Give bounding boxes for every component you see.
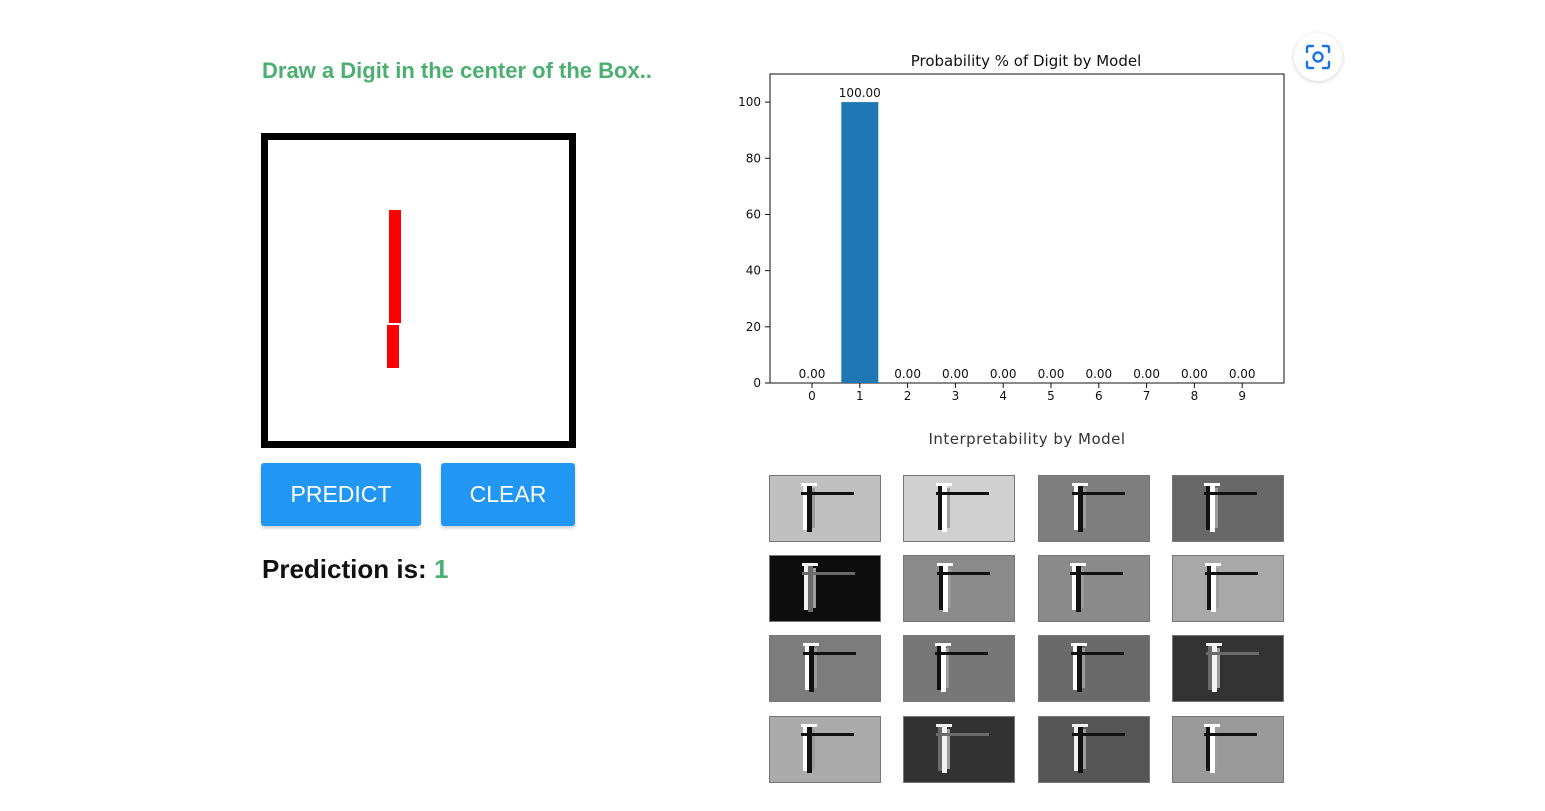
bar-data-label: 0.00: [1085, 367, 1112, 381]
x-tick-label: 6: [1095, 389, 1103, 403]
x-tick-label: 3: [952, 389, 960, 403]
feature-map: [1172, 716, 1284, 783]
feature-map: [769, 716, 881, 783]
y-tick-label: 100: [738, 95, 761, 109]
bar-data-label: 0.00: [1229, 367, 1256, 381]
bar-data-label: 0.00: [799, 367, 826, 381]
plot-frame: [769, 73, 1285, 384]
x-tick-label: 2: [904, 389, 912, 403]
y-tick-label: 0: [753, 376, 761, 390]
screenshot-search-button[interactable]: [1294, 33, 1342, 81]
predict-button[interactable]: PREDICT: [261, 463, 421, 526]
screenshot-search-icon: [1305, 44, 1331, 70]
bar-data-label: 0.00: [1181, 367, 1208, 381]
feature-map: [1172, 635, 1284, 702]
feature-map: [769, 475, 881, 542]
feature-map-grid: [769, 475, 1284, 783]
bar-data-label: 0.00: [1133, 367, 1160, 381]
probability-chart: Probability % of Digit by Model 02040608…: [738, 52, 1285, 403]
bar-data-label: 0.00: [942, 367, 969, 381]
feature-map: [903, 475, 1015, 542]
bar-data-label: 100.00: [839, 86, 881, 100]
x-tick-label: 9: [1238, 389, 1246, 403]
feature-map: [1172, 555, 1284, 622]
instruction-text: Draw a Digit in the center of the Box..: [262, 58, 652, 83]
clear-button[interactable]: CLEAR: [441, 463, 575, 526]
chart-title: Probability % of Digit by Model: [911, 52, 1142, 70]
feature-map: [1038, 555, 1150, 622]
feature-map: [1038, 635, 1150, 702]
feature-map: [769, 555, 881, 622]
prediction-result: Prediction is: 1: [262, 554, 448, 585]
prediction-value: 1: [433, 554, 449, 584]
feature-map: [903, 716, 1015, 783]
x-tick-label: 0: [808, 389, 816, 403]
feature-map: [903, 635, 1015, 702]
x-tick-label: 8: [1191, 389, 1199, 403]
feature-map: [1038, 475, 1150, 542]
feature-map: [769, 635, 881, 702]
y-tick-label: 60: [746, 207, 761, 221]
feature-map: [1038, 716, 1150, 783]
bar: [841, 102, 879, 383]
bar-data-label: 0.00: [1038, 367, 1065, 381]
x-tick-label: 4: [999, 389, 1007, 403]
drawn-stroke: [387, 210, 401, 368]
y-tick-label: 20: [746, 320, 761, 334]
bar-data-label: 0.00: [894, 367, 921, 381]
prediction-label: Prediction is:: [262, 554, 427, 584]
drawing-canvas[interactable]: [261, 133, 576, 448]
interpretability-title: Interpretability by Model: [928, 430, 1126, 448]
bar-data-label: 0.00: [990, 367, 1017, 381]
x-tick-label: 1: [856, 389, 864, 403]
feature-map: [903, 555, 1015, 622]
y-tick-label: 40: [746, 264, 761, 278]
x-tick-label: 5: [1047, 389, 1055, 403]
x-tick-label: 7: [1143, 389, 1151, 403]
y-tick-label: 80: [746, 151, 761, 165]
feature-map: [1172, 475, 1284, 542]
